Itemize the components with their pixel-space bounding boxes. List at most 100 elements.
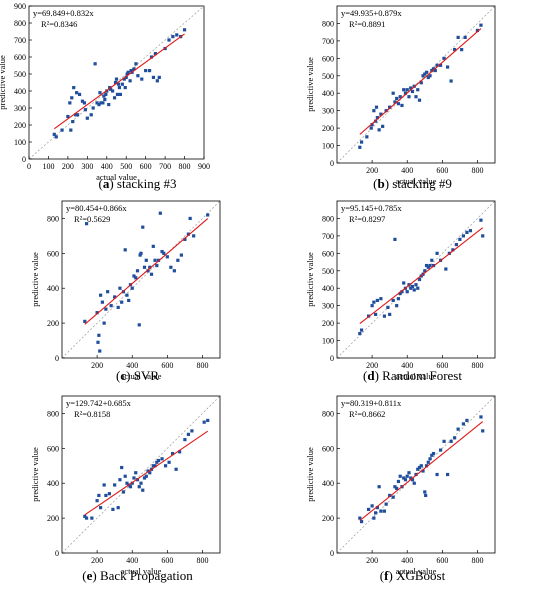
data-point bbox=[461, 234, 465, 238]
equation-label: y=80.319+0.811x bbox=[341, 398, 402, 408]
data-point bbox=[395, 96, 399, 101]
y-tick-label-7: 700 bbox=[322, 232, 334, 241]
chart-c: 200 400 600 800 0 200 400 600 800 actual value pre… bbox=[30, 200, 221, 381]
data-point bbox=[417, 98, 422, 102]
data-point bbox=[147, 69, 152, 73]
data-point bbox=[178, 450, 182, 454]
data-point bbox=[192, 234, 196, 238]
y-axis-label: predictive value bbox=[30, 447, 40, 502]
fit-line bbox=[359, 421, 484, 522]
data-point bbox=[393, 237, 397, 241]
y-axis-label: predictive value bbox=[305, 252, 315, 307]
data-point bbox=[379, 509, 383, 513]
data-point bbox=[151, 244, 155, 248]
data-point bbox=[132, 476, 136, 480]
data-point bbox=[402, 476, 406, 480]
data-point bbox=[155, 263, 159, 268]
data-point bbox=[375, 116, 379, 120]
data-point bbox=[395, 486, 399, 491]
data-point bbox=[405, 88, 409, 92]
data-point bbox=[412, 481, 416, 485]
data-point bbox=[60, 128, 64, 132]
y-tick-label-8: 800 bbox=[14, 19, 26, 28]
x-tick-label-1: 400 bbox=[401, 361, 413, 370]
data-point bbox=[358, 331, 362, 336]
data-point bbox=[481, 429, 485, 433]
data-point bbox=[398, 291, 402, 296]
data-point bbox=[414, 472, 418, 477]
data-point bbox=[141, 488, 145, 492]
y-tick-label-1: 200 bbox=[47, 319, 59, 328]
x-tick-label-1: 400 bbox=[126, 361, 138, 370]
data-point bbox=[414, 95, 418, 99]
data-point bbox=[97, 493, 101, 498]
data-point bbox=[456, 427, 460, 431]
data-point bbox=[375, 506, 379, 510]
panel-b: 200 400 600 800 0 100 200 300 400 500 600 700 800 act… bbox=[275, 0, 550, 195]
data-point bbox=[171, 451, 175, 456]
x-tick-label-0: 200 bbox=[366, 556, 378, 565]
data-point bbox=[188, 216, 192, 221]
data-point bbox=[102, 483, 106, 487]
data-point bbox=[120, 82, 124, 86]
x-tick-label-1: 100 bbox=[42, 162, 54, 171]
data-point bbox=[479, 218, 483, 222]
data-point bbox=[153, 464, 157, 468]
caption-f: (f) XGBoost bbox=[379, 568, 446, 583]
data-point bbox=[162, 251, 166, 255]
y-tick-label-3: 300 bbox=[322, 107, 334, 116]
data-point bbox=[402, 88, 406, 92]
y-tick-label-9: 900 bbox=[14, 2, 26, 11]
x-axis-label: actual value bbox=[121, 371, 162, 381]
data-point bbox=[142, 476, 147, 480]
y-tick-label-1: 100 bbox=[322, 142, 334, 151]
data-point bbox=[113, 483, 117, 487]
data-point bbox=[100, 300, 104, 304]
y-tick-label-3: 600 bbox=[47, 444, 59, 453]
y-axis-label: predictive value bbox=[305, 447, 315, 502]
chart-a: 0 100 200 300 400 500 600 700 800 900 0 100 200 300 40… bbox=[0, 2, 210, 182]
data-point bbox=[175, 33, 179, 37]
data-point bbox=[109, 304, 113, 308]
data-point bbox=[461, 422, 465, 426]
data-point bbox=[141, 225, 145, 229]
data-point bbox=[400, 290, 404, 294]
data-point bbox=[391, 298, 395, 303]
y-tick-label-5: 500 bbox=[322, 72, 334, 81]
data-point bbox=[400, 103, 404, 108]
data-point bbox=[370, 504, 374, 508]
data-point bbox=[416, 286, 420, 290]
y-tick-label-4: 800 bbox=[322, 409, 334, 418]
y-tick-label-0: 0 bbox=[55, 549, 59, 558]
fit-line bbox=[359, 28, 482, 135]
data-point bbox=[118, 286, 122, 290]
data-point bbox=[151, 75, 156, 79]
y-tick-label-0: 0 bbox=[330, 354, 334, 363]
fit-line bbox=[84, 430, 209, 516]
caption-b: (b) stacking #9 bbox=[373, 176, 452, 191]
data-point bbox=[155, 460, 159, 464]
data-point bbox=[460, 48, 464, 52]
chart-d: 200 400 600 800 0 100 200 300 400 500 600 700 800 act… bbox=[305, 200, 496, 381]
data-point bbox=[71, 120, 75, 124]
data-point bbox=[442, 439, 446, 443]
r2-label: R²=0.8662 bbox=[349, 409, 385, 419]
data-point bbox=[468, 229, 473, 233]
data-point bbox=[426, 75, 430, 80]
data-point bbox=[125, 293, 129, 297]
fit-line bbox=[53, 33, 185, 130]
plot-frame bbox=[61, 200, 221, 359]
data-point bbox=[393, 485, 397, 489]
r2-label: R²=0.5629 bbox=[74, 214, 110, 224]
data-point bbox=[398, 474, 402, 478]
data-point bbox=[83, 108, 87, 112]
data-point bbox=[382, 314, 386, 318]
data-point bbox=[124, 75, 128, 79]
data-point bbox=[372, 109, 376, 113]
data-point bbox=[424, 493, 428, 498]
y-axis-label: predictive value bbox=[30, 252, 40, 307]
data-point bbox=[66, 114, 70, 119]
data-point bbox=[182, 28, 187, 32]
data-point bbox=[438, 448, 443, 452]
data-point bbox=[158, 211, 162, 215]
